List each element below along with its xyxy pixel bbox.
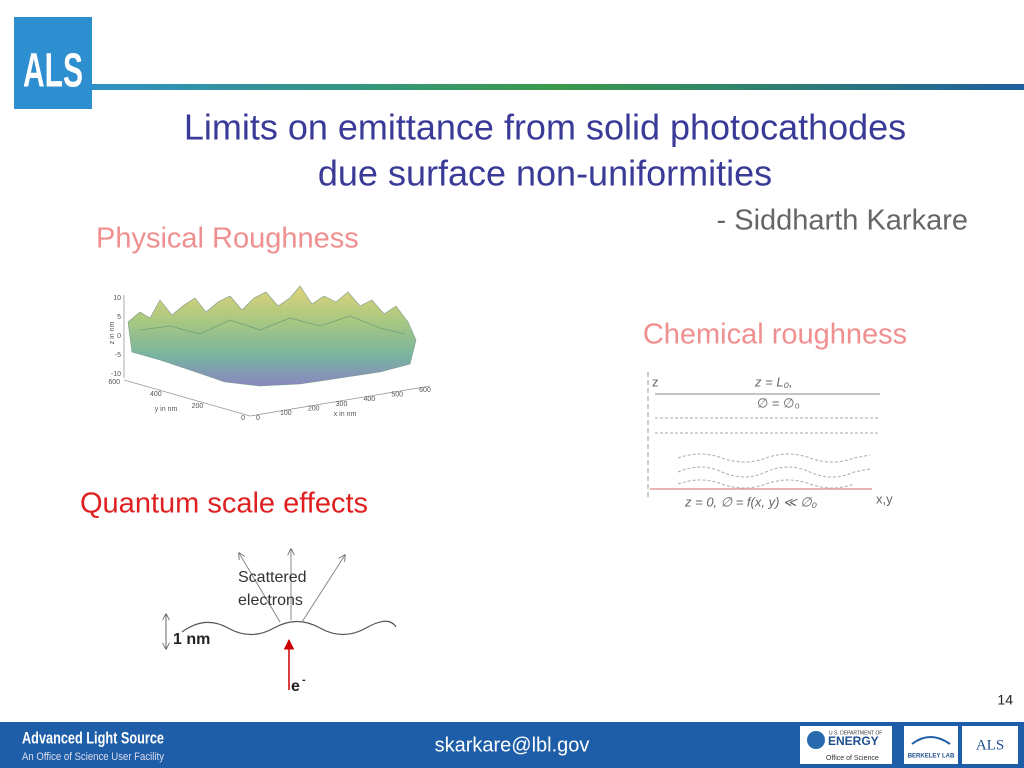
section-label: Physical Roughness [96,223,359,255]
doe-top: U.S. DEPARTMENT OF [829,730,882,736]
als-name: ALS [976,737,1004,753]
footer-tagline: An Office of Science User Facility [22,751,164,763]
surface-ridge [139,315,406,335]
level-line [677,466,871,478]
level-line [677,479,855,489]
doe-name: ENERGY [828,734,879,748]
annotation: electrons [238,592,303,609]
title-line: due surface non-uniformities [318,153,772,194]
tick-label: 200 [308,406,320,413]
footer-email: skarkare@lbl.gov [435,734,590,756]
tick-label: 100 [280,410,292,417]
scatter-arrow [301,555,345,623]
axis-label: x in nm [334,411,357,418]
condition: ∅ = ∅₀ [757,395,800,410]
quantum-diagram: Scattered electrons 1 nm e - [166,549,397,695]
als-logo [962,726,1018,764]
berkeley-name: BERKELEY LAB [908,754,955,760]
berkeley-mark [911,736,951,745]
tick-label: 0 [256,415,260,422]
tick-label: 0 [117,333,121,340]
logo-box [14,17,92,109]
condition: z = 0, ∅ = f(x, y) ≪ ∅₀ [684,494,818,509]
tick-label: 600 [108,379,120,386]
annotation: Scattered [238,569,306,586]
axis-label: y in nm [155,406,178,413]
tick-label: 300 [336,401,348,408]
annotation: - [302,674,306,686]
y-axis [123,379,251,417]
scatter-arrow [239,553,281,623]
tick-label: 600 [419,387,431,394]
tick-label: 400 [150,391,162,398]
doe-seal [807,731,825,749]
doe-office: Office of Science [826,755,879,762]
level-line [677,453,871,463]
chemical-diagram: z z = L₀, ∅ = ∅₀ z = 0, ∅ = f(x, y) ≪ ∅₀… [647,372,893,509]
annotation: e [291,678,300,695]
section-label: Chemical roughness [643,319,907,351]
annotation: 1 nm [173,631,210,648]
surface-plot: z in nm y in nm x in nm 1050-5-106004002… [108,285,431,422]
surface [127,285,417,387]
title-line: Limits on emittance from solid photocath… [184,107,906,148]
header-rule [92,84,1024,90]
author: - Siddharth Karkare [717,205,968,237]
logo-text: ALS [23,45,83,98]
tick-label: 0 [241,415,245,422]
tick-label: -5 [115,352,121,359]
footer-org: Advanced Light Source [22,728,164,747]
condition: z = L₀, [754,374,793,389]
axis-label: x,y [876,491,893,506]
tick-label: 5 [117,314,121,321]
tick-label: 500 [391,392,403,399]
tick-label: 400 [363,396,375,403]
surface-wave [181,620,397,636]
berkeley-logo [904,726,958,764]
axis-label: z in nm [109,322,116,345]
x-axis [249,385,431,417]
tick-label: 200 [192,403,204,410]
tick-label: -10 [111,371,121,378]
axis-label: z [652,374,659,389]
page-number: 14 [997,692,1013,708]
section-label: Quantum scale effects [80,488,368,520]
tick-label: 10 [113,295,121,302]
